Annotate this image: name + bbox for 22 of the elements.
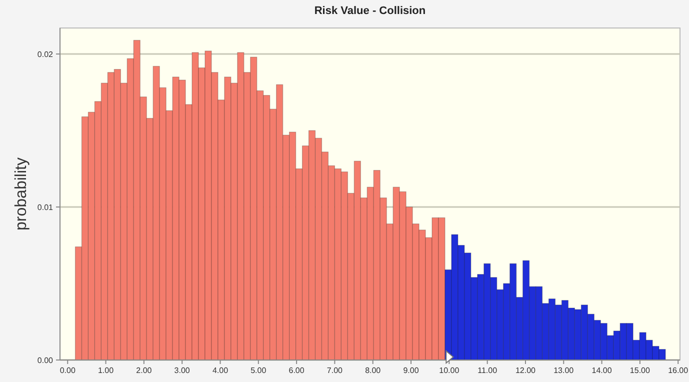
- x-tick-label: 16.00: [668, 366, 689, 375]
- y-tick-label: 0.00: [37, 356, 54, 365]
- x-tick-label: 15.00: [630, 366, 650, 375]
- x-tick-label: 13.00: [554, 366, 574, 375]
- y-tick-label: 0.02: [37, 50, 54, 60]
- x-tick-label: 1.00: [98, 366, 114, 375]
- y-tick-label: 0.01: [37, 203, 54, 212]
- x-tick-label: 8.00: [365, 366, 382, 375]
- x-tick-label: 11.00: [478, 366, 498, 375]
- x-tick-label: 0.00: [60, 366, 76, 375]
- x-tick-label: 14.00: [592, 366, 612, 375]
- x-tick-label: 2.00: [136, 366, 152, 375]
- x-tick-label: 4.00: [212, 366, 229, 375]
- x-tick-label: 10.00: [439, 366, 460, 375]
- x-tick-label: 3.00: [174, 366, 190, 375]
- x-tick-label: 5.00: [250, 366, 267, 375]
- chart-title: Risk Value - Collision: [314, 5, 426, 17]
- x-tick-label: 6.00: [288, 366, 305, 375]
- x-tick-label: 7.00: [326, 366, 344, 375]
- y-axis-title: probability: [13, 158, 30, 230]
- x-tick-label: 12.00: [515, 366, 536, 375]
- x-tick-label: 9.00: [403, 366, 420, 375]
